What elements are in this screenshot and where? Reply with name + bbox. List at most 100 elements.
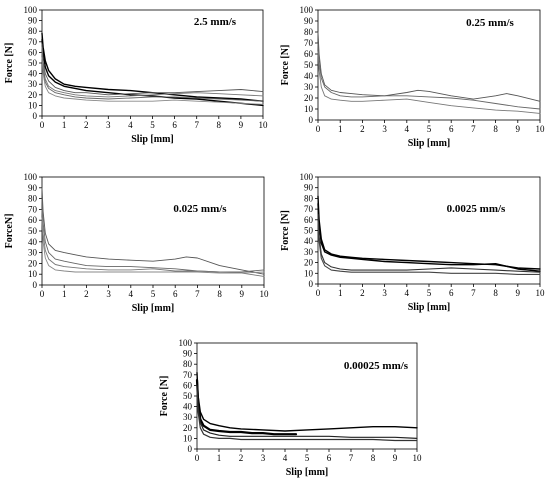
- series-line-5: [41, 51, 264, 102]
- y-tick-label: 30: [28, 248, 38, 258]
- y-tick-label: 80: [304, 193, 314, 203]
- y-tick-label: 10: [183, 433, 193, 443]
- x-tick-label: 7: [471, 288, 476, 298]
- y-tick-label: 30: [183, 412, 193, 422]
- loading-rate-label: 0.00025 mm/s: [344, 360, 409, 372]
- x-tick-label: 1: [338, 288, 343, 298]
- series-line-1: [196, 372, 418, 432]
- y-tick-label: 80: [28, 194, 38, 204]
- x-tick-label: 10: [536, 124, 546, 134]
- y-tick-label: 100: [24, 5, 38, 15]
- y-tick-label: 70: [183, 370, 193, 380]
- x-tick-label: 8: [493, 288, 498, 298]
- y-tick-label: 40: [28, 69, 38, 79]
- x-tick-label: 7: [349, 453, 354, 463]
- x-tick-label: 1: [62, 289, 67, 299]
- x-tick-label: 3: [261, 453, 266, 463]
- loading-rate-label: 2.5 mm/s: [194, 16, 237, 28]
- x-axis-label: Slip [mm]: [408, 138, 451, 149]
- y-tick-label: 60: [183, 380, 193, 390]
- x-tick-label: 3: [106, 120, 111, 130]
- loading-rate-label: 0.0025 mm/s: [447, 203, 506, 215]
- y-tick-label: 0: [309, 115, 314, 125]
- y-tick-label: 20: [28, 258, 38, 268]
- y-axis-label: Force [N]: [280, 210, 291, 251]
- x-tick-label: 3: [382, 288, 387, 298]
- series-line-1: [41, 32, 264, 102]
- x-tick-label: 5: [305, 453, 310, 463]
- y-tick-label: 20: [183, 423, 193, 433]
- x-tick-label: 2: [84, 120, 89, 130]
- y-tick-label: 70: [28, 37, 38, 47]
- y-tick-label: 60: [28, 47, 38, 57]
- y-tick-label: 90: [304, 16, 314, 26]
- series-line-3: [41, 208, 265, 277]
- x-tick-label: 4: [283, 453, 288, 463]
- series-line-4: [41, 46, 264, 98]
- x-tick-label: 6: [172, 120, 177, 130]
- series-line-1: [317, 31, 541, 102]
- plot-frame: [317, 176, 541, 285]
- series-line-2: [317, 203, 541, 272]
- x-tick-label: 8: [371, 453, 376, 463]
- series-line-2: [41, 39, 264, 107]
- x-axis-label: Slip [mm]: [286, 467, 329, 478]
- y-tick-label: 50: [304, 60, 314, 70]
- x-tick-label: 10: [260, 289, 270, 299]
- series-line-6: [41, 57, 264, 105]
- y-tick-label: 50: [28, 58, 38, 68]
- x-tick-label: 6: [449, 124, 454, 134]
- x-tick-label: 9: [240, 289, 245, 299]
- series-line-4: [196, 390, 418, 442]
- y-tick-label: 90: [28, 183, 38, 193]
- series-line-4: [317, 221, 541, 275]
- y-tick-label: 0: [33, 111, 38, 121]
- x-tick-label: 8: [217, 120, 222, 130]
- series-line-2: [195, 379, 298, 436]
- x-tick-label: 10: [413, 453, 423, 463]
- y-axis-label: ForceN]: [4, 214, 15, 249]
- y-tick-label: 60: [304, 215, 314, 225]
- x-tick-label: 6: [449, 288, 454, 298]
- x-tick-label: 9: [239, 120, 244, 130]
- x-tick-label: 10: [536, 288, 546, 298]
- y-tick-label: 80: [183, 359, 193, 369]
- y-tick-label: 40: [28, 237, 38, 247]
- x-tick-label: 5: [427, 288, 432, 298]
- x-tick-label: 7: [194, 120, 199, 130]
- x-tick-label: 1: [338, 124, 343, 134]
- x-axis-label: Slip [mm]: [131, 134, 174, 145]
- x-tick-label: 5: [427, 124, 432, 134]
- y-tick-label: 40: [304, 71, 314, 81]
- x-tick-label: 9: [516, 124, 521, 134]
- series-line-3: [317, 213, 541, 273]
- series-line-4: [41, 217, 265, 274]
- x-tick-label: 4: [405, 124, 410, 134]
- y-tick-label: 20: [304, 93, 314, 103]
- series-line-2: [317, 42, 541, 110]
- loading-rate-label: 0.25 mm/s: [466, 17, 514, 29]
- y-tick-label: 60: [28, 215, 38, 225]
- y-tick-label: 30: [28, 79, 38, 89]
- x-axis-label: Slip [mm]: [132, 303, 175, 314]
- y-tick-label: 70: [28, 204, 38, 214]
- x-tick-label: 3: [382, 124, 387, 134]
- y-axis-label: Force [N]: [4, 43, 15, 84]
- y-tick-label: 100: [24, 172, 38, 182]
- y-tick-label: 80: [28, 26, 38, 36]
- x-tick-label: 7: [471, 124, 476, 134]
- x-tick-label: 3: [106, 289, 111, 299]
- y-tick-label: 80: [304, 27, 314, 37]
- y-tick-label: 90: [304, 183, 314, 193]
- y-tick-label: 0: [309, 279, 314, 289]
- y-tick-label: 90: [183, 349, 193, 359]
- x-tick-label: 2: [239, 453, 244, 463]
- x-tick-label: 1: [62, 120, 67, 130]
- y-tick-label: 50: [28, 226, 38, 236]
- x-tick-label: 2: [360, 288, 365, 298]
- y-tick-label: 20: [304, 258, 314, 268]
- series-line-3: [317, 51, 541, 114]
